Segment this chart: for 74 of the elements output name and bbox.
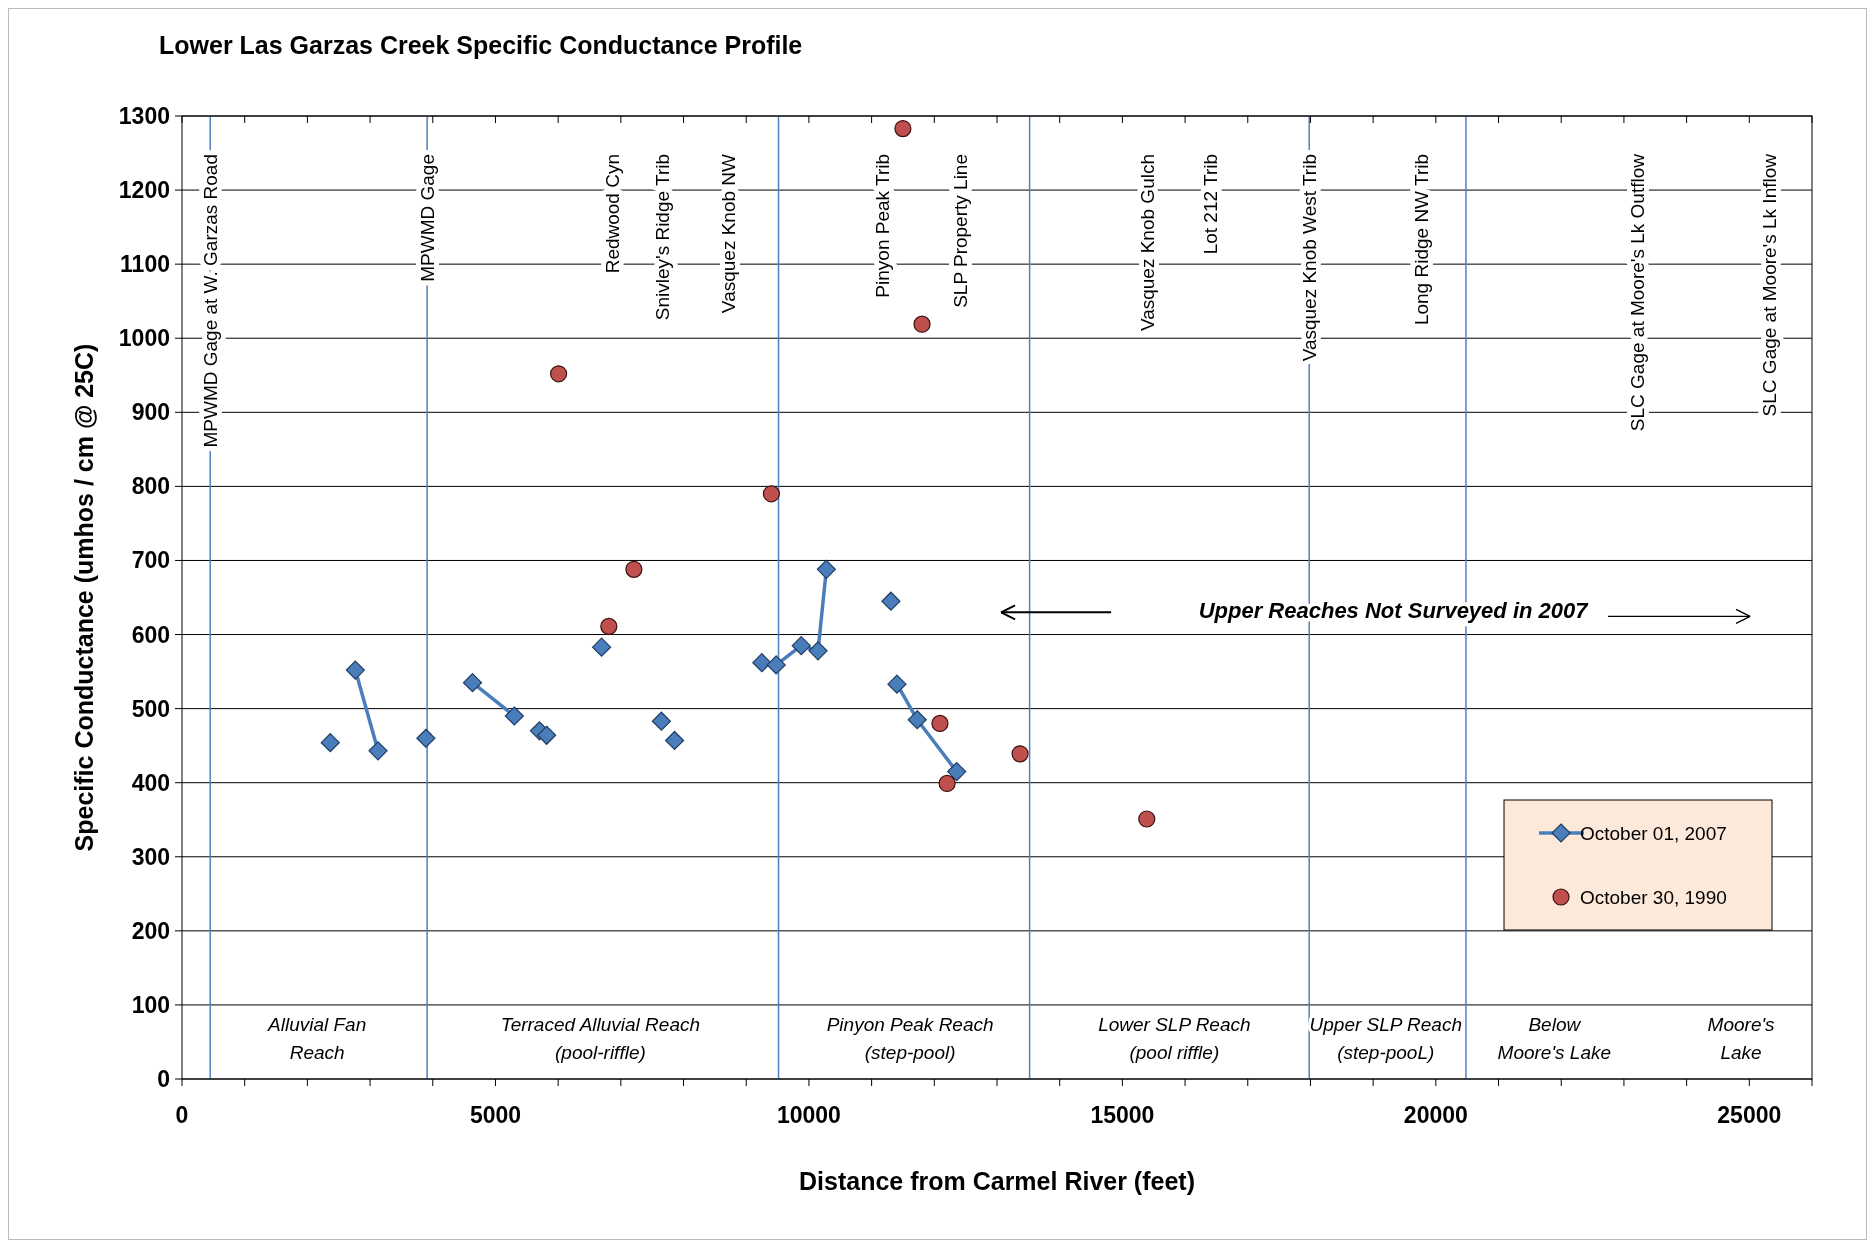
annotation: Redwood Cyn [601, 154, 623, 274]
annotation: SLC Gage at Moore's Lk Outflow [1627, 153, 1649, 432]
point [600, 617, 618, 635]
point [664, 730, 685, 751]
y-tick-label: 1000 [118, 325, 170, 352]
y-axis-title: Specific Conductance (umhos / cm @ 25C) [70, 343, 98, 852]
y-tick-label: 1100 [120, 251, 170, 278]
annotation: Upper SLP Reach (step-pooL) [1309, 1014, 1462, 1063]
y-tick-label: 0 [157, 1066, 170, 1092]
point [913, 315, 931, 333]
y-tick-label: 700 [131, 547, 170, 574]
point [808, 641, 828, 661]
point [368, 741, 388, 761]
legend-label: October 01, 2007 [1580, 823, 1727, 844]
y-tick-label: 800 [131, 473, 170, 500]
point [894, 119, 912, 138]
point [881, 591, 901, 611]
annotation: Alluvial Fan Reach [267, 1014, 367, 1063]
point [816, 559, 836, 579]
point [762, 485, 780, 503]
y-tick-label: 900 [131, 399, 170, 426]
point [887, 674, 907, 694]
point [938, 774, 956, 793]
y-tick-label: 200 [131, 917, 170, 944]
y-tick-label: 100 [131, 991, 170, 1018]
point [651, 711, 672, 731]
y-tick-label: 300 [131, 843, 170, 870]
point [1011, 745, 1029, 763]
point [625, 560, 643, 578]
x-tick-label: 10000 [776, 1102, 841, 1128]
point [320, 733, 340, 753]
point [947, 761, 967, 782]
annotation: SLC Gage at Moore's Lk Inflow [1759, 153, 1781, 417]
x-axis-title: Distance from Carmel River (feet) [799, 1167, 1195, 1195]
annotation: Terraced Alluvial Reach (pool-riffle) [500, 1014, 701, 1063]
x-tick-label: 20000 [1403, 1102, 1468, 1128]
point [931, 714, 949, 733]
annotation: Pinyon Peak Reach (step-pool) [826, 1014, 994, 1063]
ref-line-label: Vasquez Knob West Trib [1299, 154, 1321, 362]
annotation: Pinyon Peak Trib [871, 154, 893, 298]
y-tick-label: 500 [131, 695, 170, 722]
point [592, 637, 612, 657]
ref-line-label: MPWMD Gage [417, 154, 439, 282]
annotation: Lower SLP Reach (pool riffle) [1098, 1014, 1251, 1063]
chart-title: Lower Las Garzas Creek Specific Conductance Profile [159, 31, 803, 59]
legend-label: October 30, 1990 [1580, 887, 1727, 908]
x-tick-label: 5000 [469, 1102, 522, 1128]
point [462, 673, 483, 693]
x-tick-label: 15000 [1090, 1102, 1155, 1128]
annotation: Vasquez Knob Gulch [1136, 154, 1158, 332]
point [537, 725, 557, 745]
point [549, 365, 568, 383]
y-tick-label: 400 [131, 769, 170, 796]
annotation: SLP Property Line [950, 154, 971, 308]
annotation: Moore's Lake [1707, 1014, 1776, 1063]
point [791, 636, 811, 656]
point [907, 710, 927, 730]
point [345, 660, 365, 680]
point [1138, 810, 1156, 828]
annotation: Lot 212 Trib [1200, 154, 1222, 255]
y-tick-label: 1300 [118, 103, 170, 129]
annotation: Long Ridge NW Trib [1410, 154, 1432, 326]
x-tick-label: 25000 [1717, 1102, 1782, 1128]
annotation: Vasquez Knob NW [718, 153, 740, 314]
point [766, 655, 786, 675]
ref-line-label: MPWMD Gage at W. Garzas Road [200, 154, 222, 448]
point [416, 728, 436, 748]
point [504, 706, 524, 726]
x-tick-label: 0 [175, 1102, 189, 1128]
point [752, 653, 772, 673]
annotation: Below Moore's Lake [1497, 1014, 1612, 1063]
y-tick-label: 1200 [118, 177, 170, 204]
annotation: Snivley's Ridge Trib [651, 154, 673, 321]
y-tick-label: 600 [131, 621, 170, 648]
